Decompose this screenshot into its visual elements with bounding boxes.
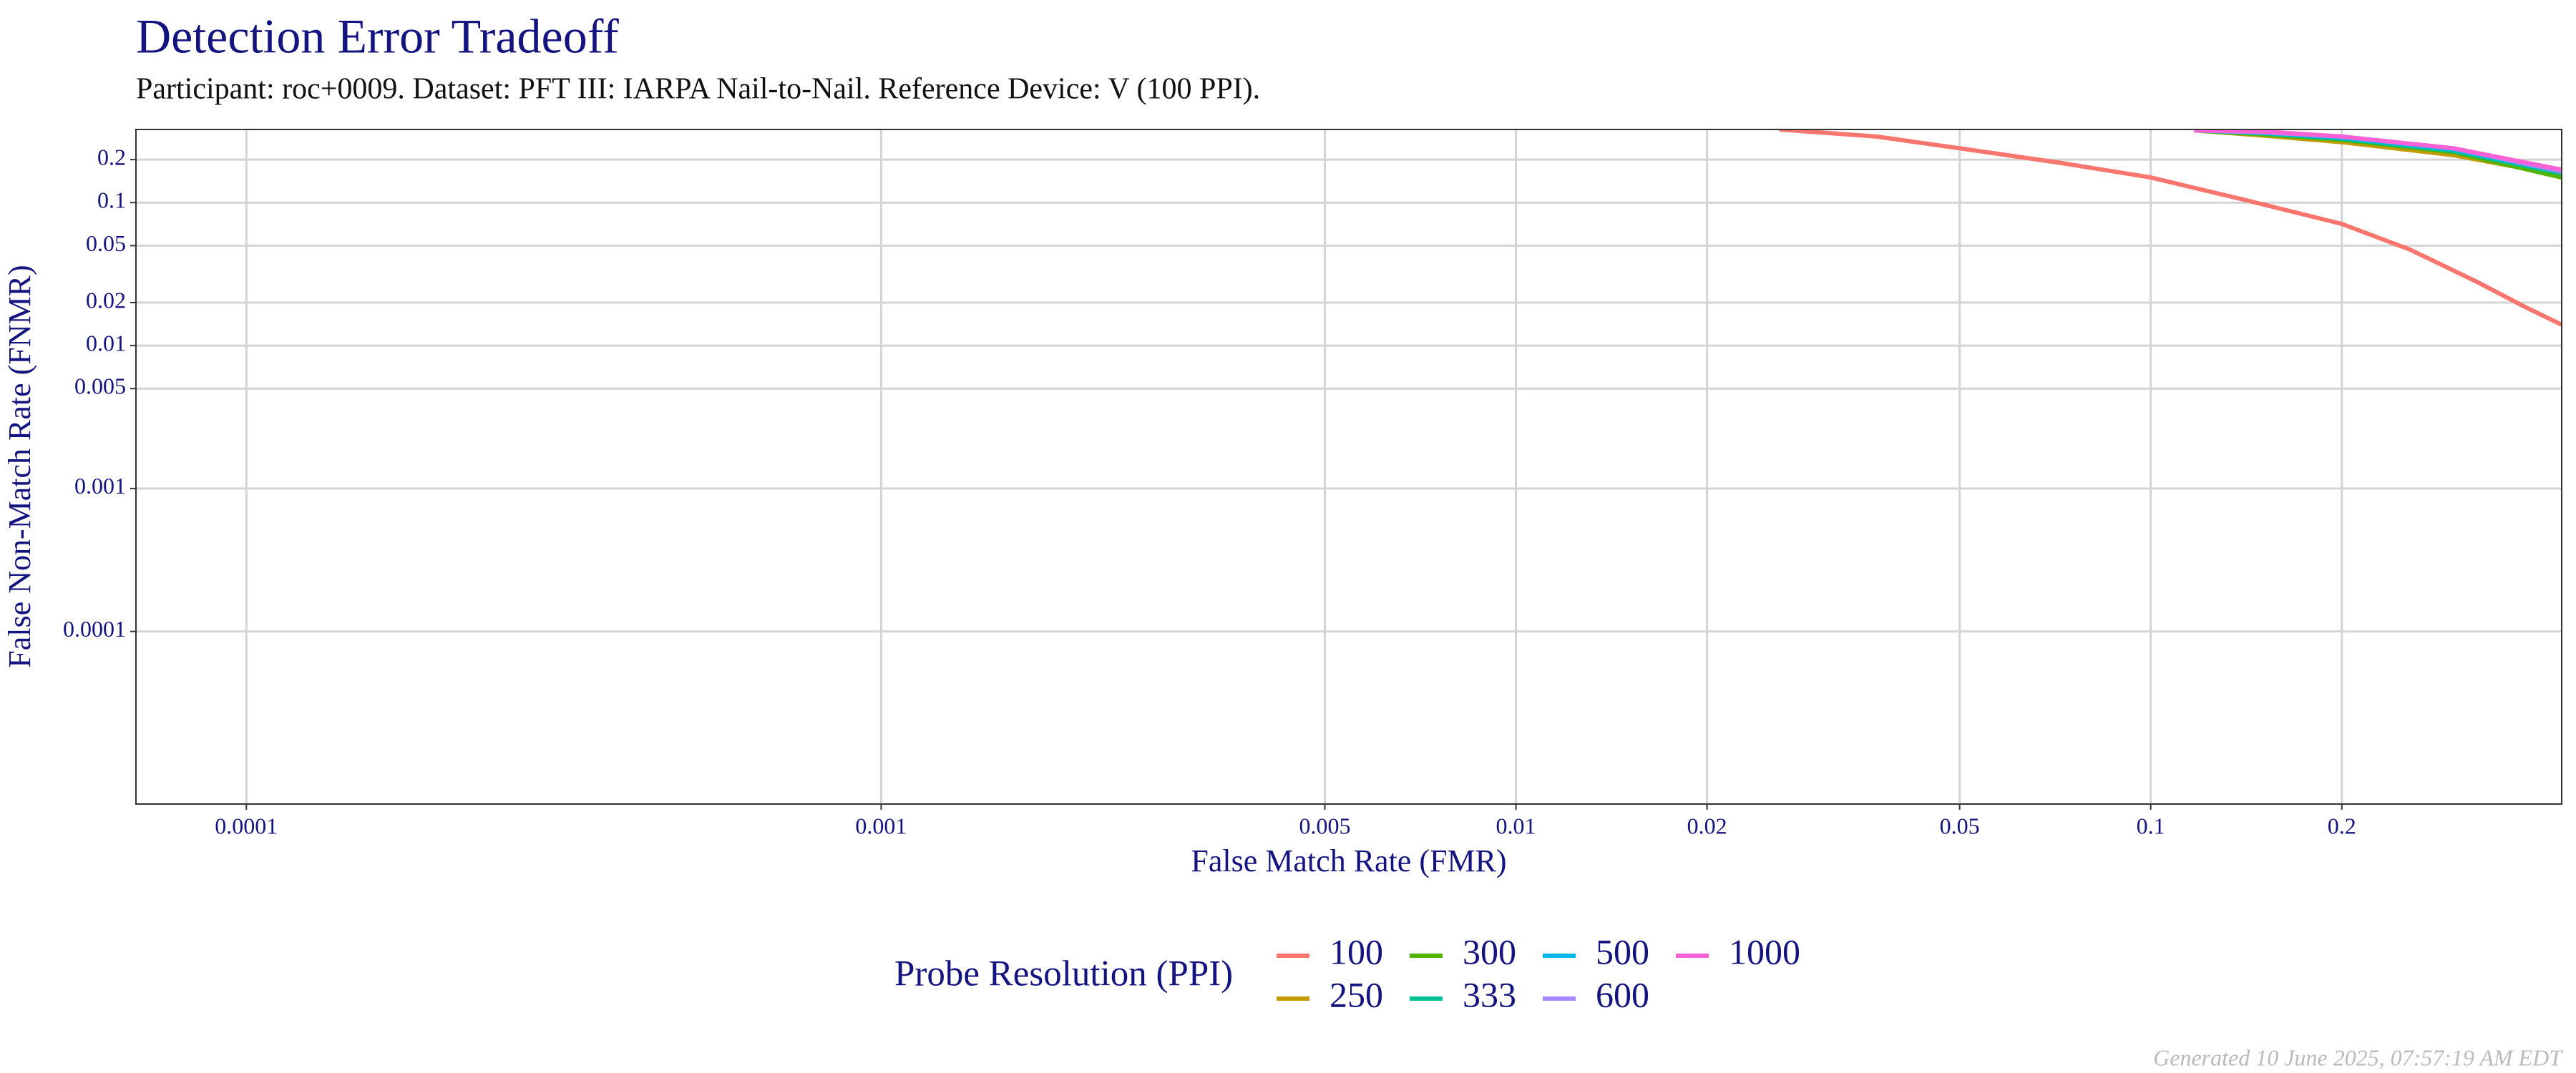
- series-line: [2194, 129, 2562, 172]
- y-tick-label: 0.005: [74, 373, 126, 399]
- legend-label: 250: [1330, 974, 1383, 1014]
- x-tick-label: 0.001: [855, 813, 907, 838]
- x-tick-label: 0.0001: [215, 813, 278, 838]
- legend-label: 100: [1330, 931, 1383, 971]
- x-tick-label: 0.02: [1687, 813, 1727, 838]
- x-axis-title: False Match Rate (FMR): [1191, 843, 1506, 878]
- y-tick-label: 0.0001: [63, 616, 126, 642]
- x-tick-label: 0.005: [1299, 813, 1351, 838]
- plot-area: [136, 129, 2562, 804]
- legend-label: 600: [1596, 974, 1649, 1014]
- y-tick-label: 0.1: [97, 187, 126, 213]
- grid: [136, 129, 2562, 804]
- legend-label: 500: [1596, 931, 1649, 971]
- y-tick-label: 0.02: [86, 287, 126, 313]
- y-tick-label: 0.001: [74, 473, 126, 499]
- lines: [1779, 129, 2562, 327]
- x-tick-label: 0.1: [2137, 813, 2165, 838]
- x-tick-label: 0.01: [1496, 813, 1536, 838]
- chart-title: Detection Error Tradeoff: [136, 9, 619, 64]
- legend-label: 333: [1463, 974, 1516, 1014]
- y-tick-label: 0.01: [86, 330, 126, 356]
- plot-border: [135, 129, 2562, 805]
- legend-title: Probe Resolution (PPI): [894, 954, 1233, 994]
- series-line: [1779, 129, 2562, 327]
- chart-subtitle: Participant: roc+0009. Dataset: PFT III:…: [136, 73, 1260, 106]
- y-tick-label: 0.2: [97, 144, 126, 170]
- x-tick-label: 0.05: [1940, 813, 1980, 838]
- legend-label: 1000: [1729, 931, 1800, 971]
- y-tick-label: 0.05: [86, 230, 126, 256]
- y-axis-title: False Non-Match Rate (FNMR): [2, 265, 37, 667]
- legend-label: 300: [1463, 931, 1516, 971]
- x-tick-label: 0.2: [2328, 813, 2356, 838]
- footer: Generated 10 June 2025, 07:57:19 AM EDT: [2153, 1044, 2563, 1070]
